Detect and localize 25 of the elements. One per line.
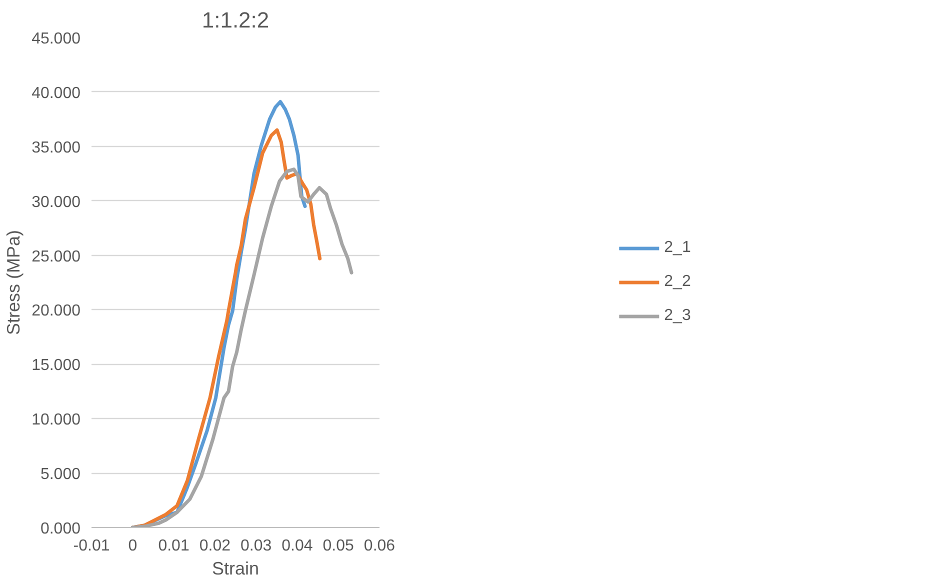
x-tick-label: -0.01 bbox=[73, 538, 110, 554]
x-tick-label: 0.04 bbox=[282, 538, 313, 554]
y-axis-title: Stress (MPa) bbox=[4, 230, 24, 336]
line-series bbox=[130, 168, 354, 528]
y-tick-label: 30.000 bbox=[32, 194, 81, 211]
y-tick-label: 10.000 bbox=[32, 412, 81, 429]
legend-label: 2_1 bbox=[664, 239, 691, 257]
x-tick-label: 0.02 bbox=[199, 538, 231, 554]
y-tick-label: 35.000 bbox=[32, 139, 81, 156]
y-tick-label: 0.000 bbox=[40, 520, 81, 538]
legend-label: 2_2 bbox=[664, 273, 691, 291]
x-tick-label: 0.03 bbox=[240, 538, 272, 554]
y-tick-label: 5.000 bbox=[40, 466, 81, 484]
y-tick-label: 45.000 bbox=[32, 30, 81, 48]
x-tick-label: 0.05 bbox=[322, 538, 354, 554]
x-tick-label: 0.06 bbox=[364, 538, 396, 554]
y-tick-label: 25.000 bbox=[32, 248, 81, 266]
y-tick-label: 40.000 bbox=[32, 84, 81, 102]
x-tick-label: 0 bbox=[128, 538, 138, 554]
chart-title: 1:1.2:2 bbox=[202, 8, 270, 32]
y-tick-label: 15.000 bbox=[32, 357, 81, 374]
x-axis-title: Strain bbox=[212, 558, 260, 578]
legend-label: 2_3 bbox=[664, 307, 691, 325]
y-tick-label: 20.000 bbox=[32, 302, 81, 320]
x-tick-label: 0.01 bbox=[158, 538, 190, 554]
